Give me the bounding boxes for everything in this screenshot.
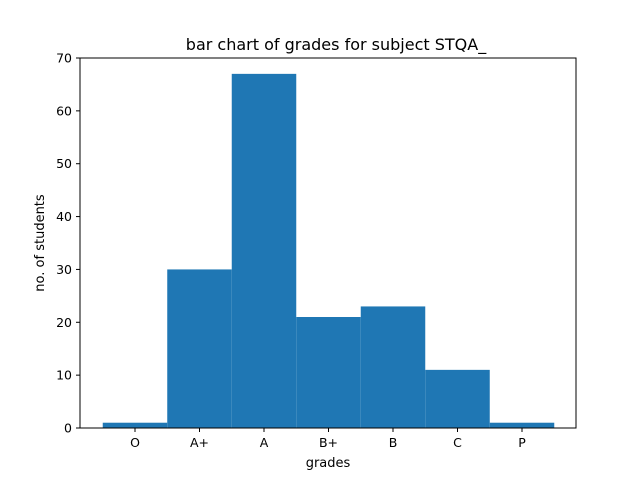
x-axis-ticks: O A+ A B+ B C P bbox=[130, 428, 526, 450]
y-tick-label: 30 bbox=[56, 262, 72, 277]
x-tick-label: B bbox=[389, 435, 398, 450]
y-tick-label: 60 bbox=[56, 103, 72, 118]
bars-group bbox=[102, 73, 555, 429]
x-tick-label: C bbox=[453, 435, 462, 450]
x-tick-label: P bbox=[518, 435, 526, 450]
bar-c bbox=[425, 369, 490, 428]
bar-o bbox=[102, 422, 168, 428]
bar-b-plus bbox=[296, 317, 361, 428]
bar-b bbox=[360, 306, 426, 428]
bar-p bbox=[489, 422, 555, 428]
x-tick-label: B+ bbox=[319, 435, 338, 450]
chart-title: bar chart of grades for subject STQA_ bbox=[186, 35, 487, 55]
x-tick-label: A+ bbox=[190, 435, 209, 450]
x-tick-label: A bbox=[260, 435, 269, 450]
y-tick-label: 0 bbox=[64, 421, 72, 436]
y-tick-label: 20 bbox=[56, 315, 72, 330]
bar-a-plus bbox=[167, 269, 232, 428]
y-tick-label: 10 bbox=[56, 368, 72, 383]
bar-a bbox=[231, 73, 297, 429]
y-tick-label: 40 bbox=[56, 209, 72, 224]
y-axis-label: no. of students bbox=[33, 194, 48, 292]
y-tick-label: 70 bbox=[56, 51, 72, 66]
x-axis-label: grades bbox=[306, 456, 351, 471]
x-tick-label: O bbox=[130, 435, 140, 450]
y-axis-ticks: 0 10 20 30 40 50 60 70 bbox=[56, 51, 80, 436]
y-tick-label: 50 bbox=[56, 156, 72, 171]
plot-frame bbox=[79, 57, 577, 429]
